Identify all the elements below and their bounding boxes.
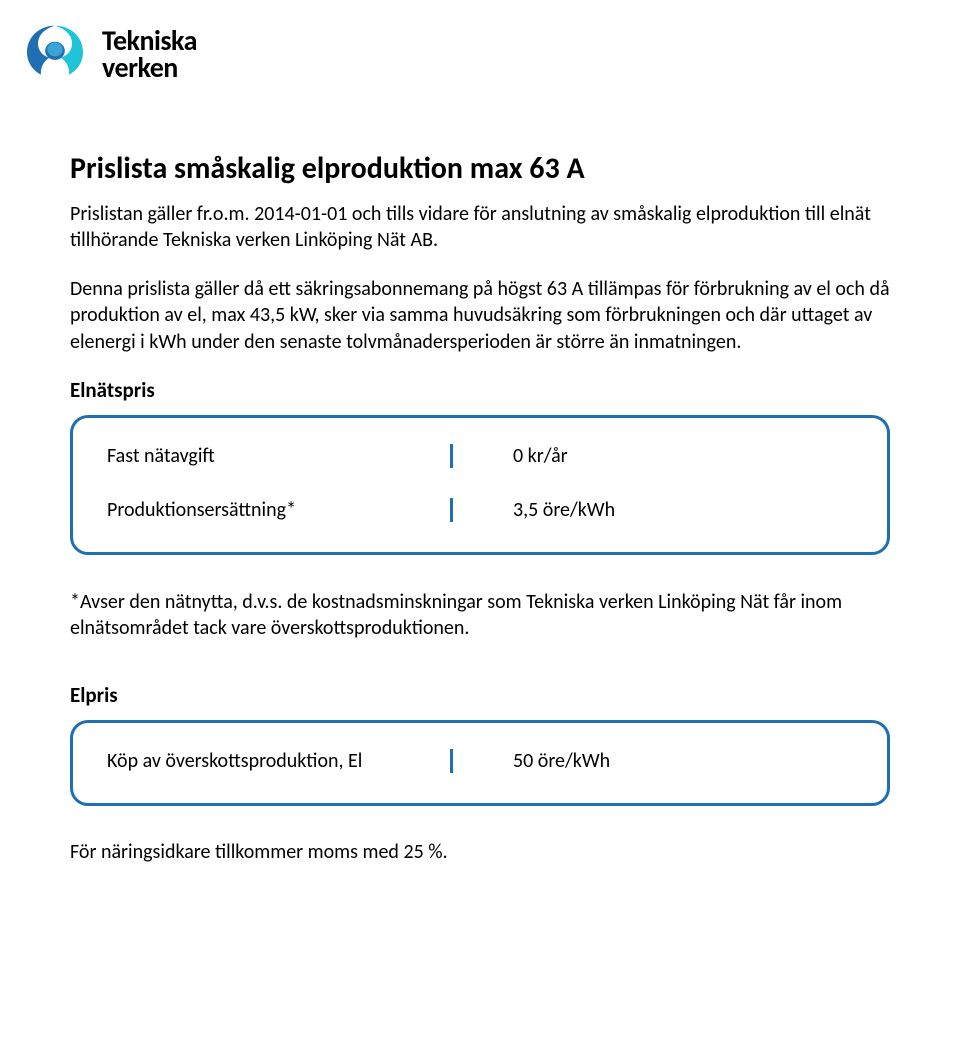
table-row: Fast nätavgift 0 kr/år: [73, 436, 887, 476]
row-value: 3,5 öre/kWh: [453, 498, 615, 522]
brand-header: Tekniska verken: [20, 20, 890, 90]
elpris-panel: Köp av överskottsproduktion, El 50 öre/k…: [70, 720, 890, 806]
brand-logo-icon: [20, 20, 90, 90]
row-value: 0 kr/år: [453, 444, 568, 468]
elpris-heading: Elpris: [70, 682, 890, 708]
intro-paragraph-2: Denna prislista gäller då ett säkringsab…: [70, 276, 890, 355]
row-label: Produktionsersättning*: [73, 498, 453, 522]
elnatspris-heading: Elnätspris: [70, 377, 890, 403]
brand-line2: verken: [102, 55, 197, 82]
table-row: Produktionsersättning* 3,5 öre/kWh: [73, 490, 887, 530]
brand-name: Tekniska verken: [102, 28, 197, 81]
row-label: Fast nätavgift: [73, 444, 453, 468]
vat-note: För näringsidkare tillkommer moms med 25…: [70, 840, 890, 864]
row-label: Köp av överskottsproduktion, El: [73, 749, 453, 773]
page-title: Prislista småskalig elproduktion max 63 …: [70, 150, 890, 187]
table-row: Köp av överskottsproduktion, El 50 öre/k…: [73, 741, 887, 781]
footnote: *Avser den nätnytta, d.v.s. de kostnadsm…: [70, 589, 890, 642]
row-value: 50 öre/kWh: [453, 749, 610, 773]
intro-paragraph-1: Prislistan gäller fr.o.m. 2014-01-01 och…: [70, 201, 890, 254]
elnatspris-panel: Fast nätavgift 0 kr/år Produktionsersätt…: [70, 415, 890, 555]
